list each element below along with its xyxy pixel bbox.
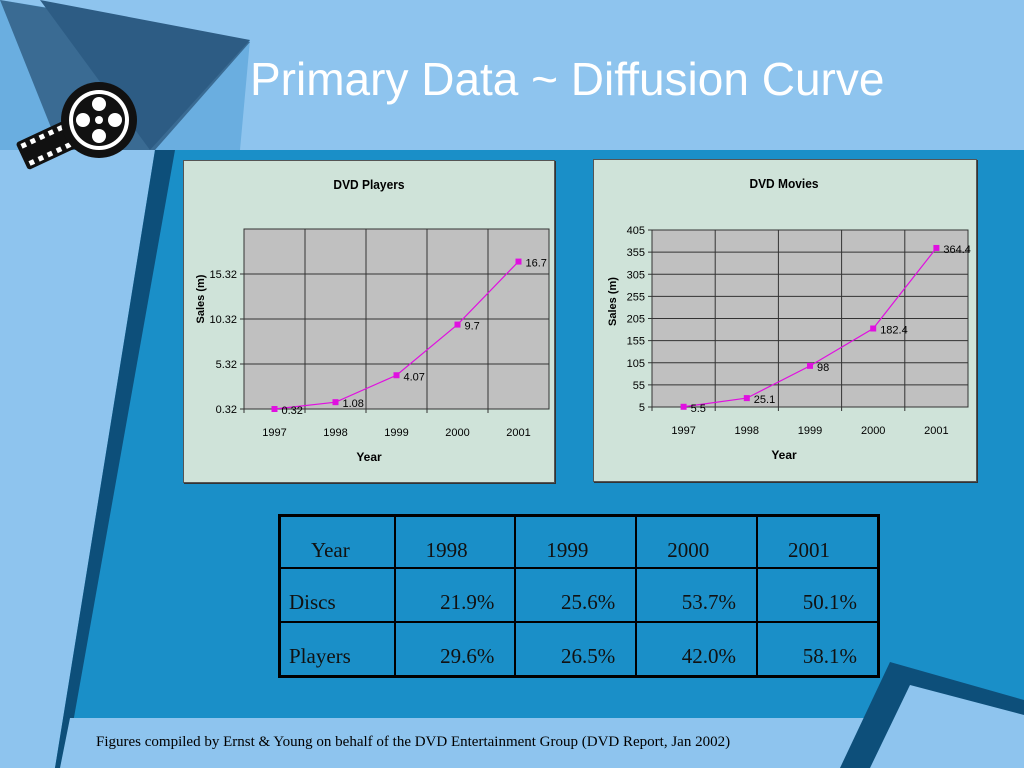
table-header-cell: 1999 bbox=[514, 514, 638, 569]
table-cell: 42.0% bbox=[635, 621, 758, 678]
data-label: 1.08 bbox=[343, 398, 364, 410]
table-header-cell: Year bbox=[278, 514, 396, 569]
table-row-label: Players bbox=[278, 621, 396, 678]
data-point bbox=[393, 372, 400, 379]
slide-title: Primary Data ~ Diffusion Curve bbox=[250, 53, 885, 105]
data-point bbox=[743, 395, 750, 402]
y-axis-label: Sales (m) bbox=[195, 274, 207, 323]
data-label: 98 bbox=[817, 362, 829, 374]
data-label: 25.1 bbox=[754, 394, 775, 406]
y-tick-label: 305 bbox=[627, 269, 645, 281]
dvd-players-chart-svg: 0.32 5.32 10.32 15.32 1997 1998 1999 2000 2001 0.… bbox=[195, 178, 550, 464]
y-tick-label: 15.32 bbox=[209, 269, 237, 281]
table-cell: 29.6% bbox=[393, 621, 517, 678]
data-point bbox=[454, 321, 461, 328]
y-tick-label: 105 bbox=[627, 358, 645, 370]
data-label: 4.07 bbox=[404, 371, 425, 383]
data-label: 0.32 bbox=[282, 405, 303, 417]
table-cell: 50.1% bbox=[755, 567, 880, 623]
x-tick-label: 1999 bbox=[384, 427, 408, 439]
table-cell: 21.9% bbox=[393, 567, 517, 623]
data-point bbox=[807, 362, 813, 369]
x-tick-label: 2001 bbox=[506, 427, 530, 439]
chart-title: DVD Movies bbox=[749, 177, 818, 192]
data-point bbox=[933, 244, 940, 251]
dvd-movies-chart: 5 55 105 155 205 255 305 355 405 1997 1998 1999 2000… bbox=[593, 159, 977, 482]
dvd-players-chart: 0.32 5.32 10.32 15.32 1997 1998 1999 2000 2001 0.… bbox=[183, 160, 555, 483]
data-label: 9.7 bbox=[465, 321, 480, 333]
table-row: Discs 21.9% 25.6% 53.7% 50.1% bbox=[278, 567, 880, 623]
table-cell: 53.7% bbox=[635, 567, 758, 623]
x-tick-label: 1998 bbox=[735, 425, 759, 437]
y-tick-label: 355 bbox=[627, 247, 645, 259]
x-tick-label: 2000 bbox=[861, 425, 885, 437]
x-tick-label: 1997 bbox=[262, 427, 286, 439]
data-label: 16.7 bbox=[526, 258, 547, 270]
data-point bbox=[515, 258, 522, 265]
data-point bbox=[271, 406, 278, 412]
data-point bbox=[680, 403, 687, 410]
data-point bbox=[870, 325, 877, 332]
data-label: 364.4 bbox=[943, 244, 971, 256]
data-point bbox=[332, 399, 339, 406]
y-tick-label: 0.32 bbox=[216, 404, 237, 416]
y-tick-label: 255 bbox=[627, 291, 645, 303]
y-tick-label: 55 bbox=[633, 380, 645, 392]
x-tick-label: 2000 bbox=[445, 427, 469, 439]
x-tick-label: 1998 bbox=[323, 427, 347, 439]
y-tick-label: 405 bbox=[627, 225, 645, 237]
growth-table: Year 1998 1999 2000 2001 Discs 21.9% 25.… bbox=[278, 514, 880, 678]
chart-title: DVD Players bbox=[333, 178, 404, 193]
table-cell: 58.1% bbox=[755, 621, 880, 678]
table-header-cell: 1998 bbox=[393, 514, 517, 569]
data-label: 182.4 bbox=[880, 325, 908, 337]
table-header-row: Year 1998 1999 2000 2001 bbox=[278, 514, 880, 569]
y-tick-label: 205 bbox=[627, 314, 645, 326]
data-label: 5.5 bbox=[691, 403, 706, 415]
x-axis-label: Year bbox=[771, 448, 797, 462]
table-header-cell: 2001 bbox=[755, 514, 880, 569]
y-tick-label: 5.32 bbox=[216, 359, 237, 371]
y-tick-label: 10.32 bbox=[209, 314, 237, 326]
film-reel-icon bbox=[16, 82, 137, 170]
x-tick-label: 2001 bbox=[924, 425, 948, 437]
table-cell: 26.5% bbox=[514, 621, 638, 678]
table-row-label: Discs bbox=[278, 567, 396, 623]
table-row: Players 29.6% 26.5% 42.0% 58.1% bbox=[278, 621, 880, 678]
source-footnote: Figures compiled by Ernst & Young on beh… bbox=[96, 734, 731, 750]
x-tick-label: 1999 bbox=[798, 425, 822, 437]
table-header-cell: 2000 bbox=[635, 514, 758, 569]
table-cell: 25.6% bbox=[514, 567, 638, 623]
y-tick-label: 155 bbox=[627, 336, 645, 348]
x-axis-label: Year bbox=[356, 450, 382, 464]
y-axis-label: Sales (m) bbox=[607, 277, 619, 326]
y-tick-label: 5 bbox=[639, 402, 645, 414]
x-tick-label: 1997 bbox=[671, 425, 695, 437]
